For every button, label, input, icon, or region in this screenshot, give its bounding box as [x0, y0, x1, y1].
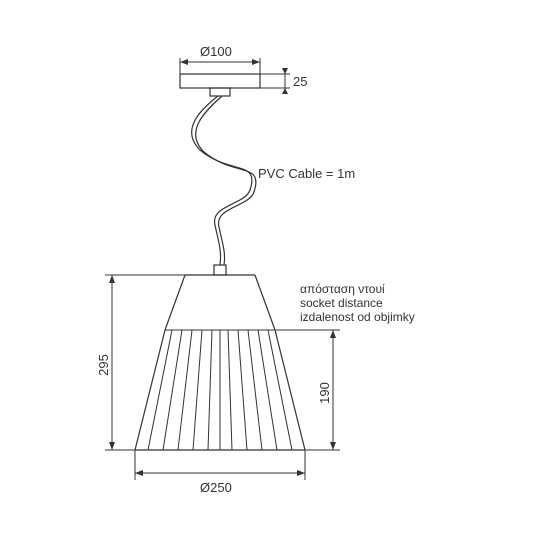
lampshade: [135, 275, 305, 450]
socket-distance-label: απόσταση ντουί socket distance izdalenos…: [300, 282, 415, 324]
socket-height-label: 190: [317, 382, 332, 404]
canopy-height-label: 25: [293, 74, 307, 89]
dim-shade-height: 295: [96, 275, 185, 450]
canopy: Ø100 25: [180, 44, 307, 94]
cable-label: PVC Cable = 1m: [258, 166, 355, 181]
svg-text:απόσταση ντουί: απόσταση ντουί: [300, 282, 385, 296]
shade-height-label: 295: [96, 354, 111, 376]
dim-shade-diameter: Ø250: [135, 450, 305, 495]
svg-text:socket distance: socket distance: [300, 296, 383, 310]
svg-text:izdalenost od objimky: izdalenost od objimky: [300, 310, 415, 324]
canopy-diameter-label: Ø100: [200, 44, 232, 59]
ferrule: [214, 265, 226, 275]
dim-socket-height: 190: [275, 330, 340, 450]
connector: [210, 88, 230, 96]
shade-diameter-label: Ø250: [200, 480, 232, 495]
